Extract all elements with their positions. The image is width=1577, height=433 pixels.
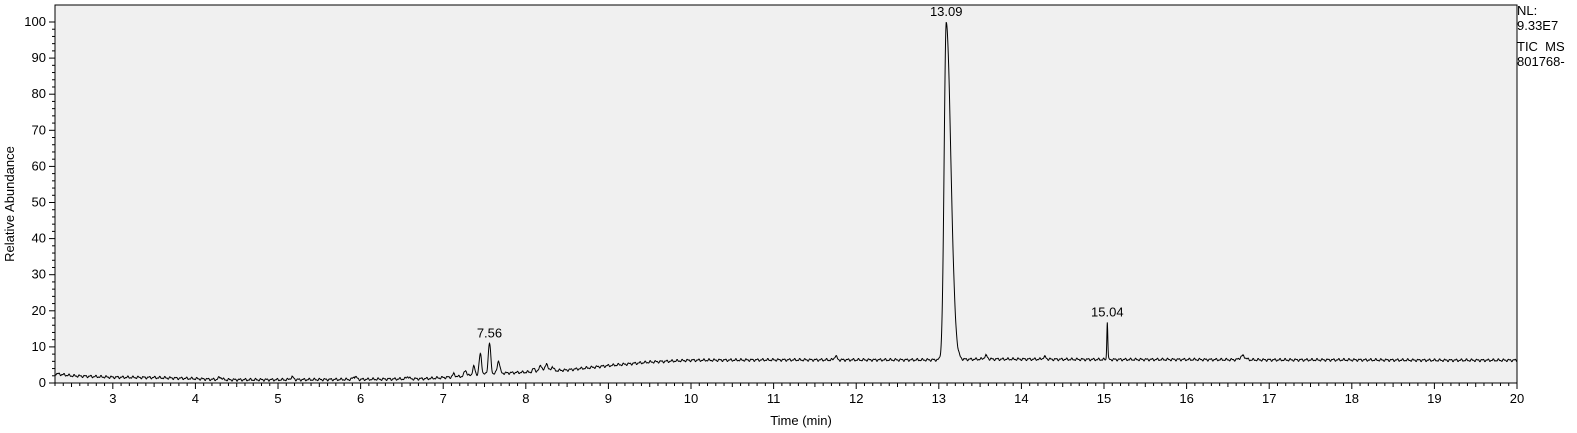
y-tick-label: 0 [39,375,46,390]
x-tick-label: 19 [1427,391,1441,406]
peak-label: 7.56 [477,325,502,340]
x-tick-label: 5 [274,391,281,406]
x-tick-label: 14 [1014,391,1028,406]
nl-label: NL: [1517,3,1538,18]
x-axis: 3 4 5 6 7 8 9 10 11 12 13 14 15 16 17 18 19 20 [54,383,1524,406]
y-axis-title: Relative Abundance [2,146,17,262]
peak-label: 15.04 [1091,304,1124,319]
y-tick-label: 80 [32,86,46,101]
y-tick-label: 50 [32,195,46,210]
x-tick-label: 17 [1262,391,1276,406]
x-axis-title: Time (min) [770,413,832,428]
x-tick-label: 7 [440,391,447,406]
x-tick-label: 12 [849,391,863,406]
x-tick-label: 10 [684,391,698,406]
tic-trace-line [54,21,1518,382]
y-axis: 0 10 20 30 40 50 60 70 80 90 100 [24,14,55,390]
file-name: 801768- [1517,54,1565,69]
y-tick-label: 60 [32,158,46,173]
y-tick-label: 40 [32,231,46,246]
y-tick-label: 70 [32,122,46,137]
x-tick-label: 3 [109,391,116,406]
x-tick-label: 20 [1510,391,1524,406]
y-tick-label: 10 [32,339,46,354]
x-tick-label: 9 [605,391,612,406]
x-tick-label: 13 [932,391,946,406]
x-tick-label: 15 [1097,391,1111,406]
x-tick-label: 16 [1179,391,1193,406]
y-tick-label: 20 [32,303,46,318]
nl-value: 9.33E7 [1517,18,1559,33]
plot-area [54,4,1518,384]
y-tick-label: 100 [24,14,46,29]
y-tick-label: 90 [32,50,46,65]
x-tick-label: 4 [192,391,199,406]
y-tick-label: 30 [32,267,46,282]
scan-filter: TIC MS [1517,39,1565,54]
peak-labels: 7.56 13.09 15.04 [477,4,1124,340]
peak-label: 13.09 [930,4,963,19]
x-tick-label: 8 [522,391,529,406]
x-tick-label: 18 [1345,391,1359,406]
x-tick-label: 6 [357,391,364,406]
x-tick-label: 11 [767,391,781,406]
